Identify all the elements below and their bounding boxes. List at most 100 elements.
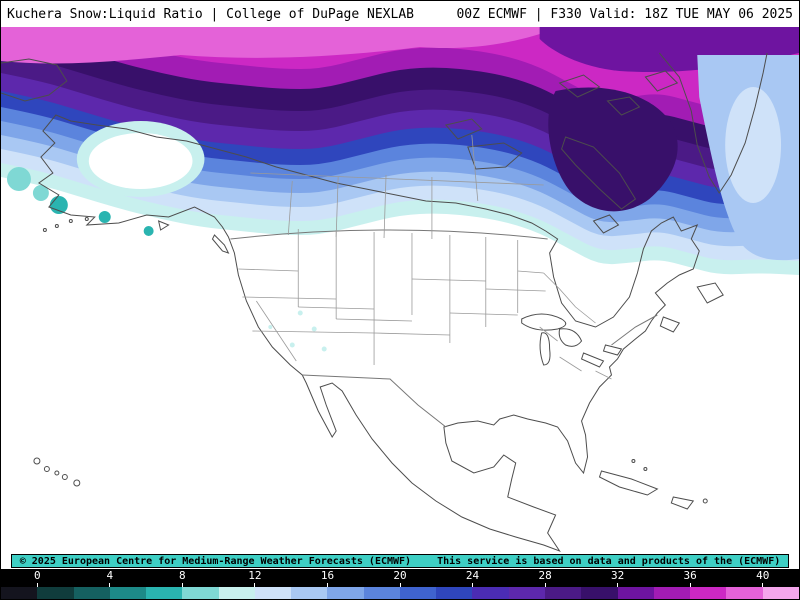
colorbar-segment	[73, 587, 110, 599]
colorbar-tick-label: 4	[106, 569, 114, 582]
lake-superior	[521, 313, 567, 331]
colorbar-tick-label: 0	[33, 569, 41, 582]
colorbar-tick-label: 28	[538, 569, 552, 582]
hispaniola	[670, 496, 695, 510]
colorbar-segment	[472, 587, 509, 599]
hawaii-island	[61, 474, 68, 480]
colorbar	[1, 587, 799, 599]
colorbar-tick-label: 36	[683, 569, 697, 582]
colorbar-tick-mark	[36, 583, 38, 587]
lake-huron	[558, 328, 583, 347]
baffin-island	[561, 136, 637, 210]
colorbar-segment	[218, 587, 255, 599]
copyright-text: © 2025 European Centre for Medium-Range …	[19, 555, 412, 567]
colorbar-segment	[109, 587, 147, 599]
greenland-core	[725, 87, 782, 203]
newfoundland	[696, 282, 724, 304]
hawaii-island	[33, 457, 41, 465]
devon-island	[606, 96, 641, 116]
colorbar-segment	[581, 587, 618, 599]
us-mexico-border	[302, 374, 447, 428]
colorbar-segment	[617, 587, 654, 599]
alaska-clear-interior	[88, 133, 193, 189]
country-borders	[230, 229, 658, 428]
st-lawrence-river	[611, 314, 658, 346]
map-title: Kuchera Snow:Liquid Ratio | College of D…	[7, 6, 414, 22]
chukotka-coast	[1, 58, 68, 102]
bahamas-island	[643, 467, 648, 471]
colorbar-tick-label: 16	[320, 569, 335, 582]
colorbar-tick-mark	[762, 583, 764, 587]
colorbar-tick-label: 8	[179, 569, 186, 582]
hawaii-island	[54, 470, 60, 476]
colorbar-segment	[436, 587, 473, 599]
aleutian-island	[54, 224, 59, 228]
lake-michigan	[539, 332, 551, 366]
pink-arctic-band	[1, 27, 560, 64]
hawaii-island	[73, 479, 81, 487]
map-area	[1, 27, 799, 553]
kodiak-island	[157, 220, 170, 231]
colorbar-tick-mark	[181, 583, 183, 587]
attribution-bar: © 2025 European Centre for Medium-Range …	[1, 553, 799, 569]
colorbar-tick-label: 12	[248, 569, 262, 582]
snow-ratio-shading	[1, 27, 799, 352]
colorbar-legend: 0 4 8 12 16 20 24 28 32 36 40	[1, 569, 799, 599]
colorbar-tick-mark	[544, 583, 546, 587]
colorbar-tick-mark	[326, 583, 328, 587]
lake-erie	[580, 352, 605, 368]
colorbar-segment	[254, 587, 292, 599]
southampton-island	[592, 214, 620, 234]
state-province-borders	[238, 134, 612, 380]
colorbar-segment	[182, 587, 219, 599]
colorbar-segment	[544, 587, 582, 599]
colorbar-segment	[291, 587, 328, 599]
colorbar-tick-label: 32	[611, 569, 625, 582]
great-lakes	[521, 313, 623, 368]
lake-ontario	[602, 344, 623, 356]
colorbar-segment	[726, 587, 763, 599]
aleutian-teal-patch	[49, 196, 68, 214]
colorbar-segment	[508, 587, 545, 599]
us-canada-border	[230, 229, 548, 240]
north-america-map	[1, 27, 799, 553]
aleutian-island	[84, 217, 89, 221]
aleutian-island	[68, 219, 73, 223]
colorbar-tick-mark	[109, 583, 111, 587]
colorbar-tick-mark	[472, 583, 474, 587]
puerto-rico	[702, 498, 708, 504]
colorbar-segment	[363, 587, 400, 599]
bering-cyan-patch	[32, 185, 49, 201]
colorbar-segment	[690, 587, 727, 599]
colorbar-tick-mark	[617, 583, 619, 587]
colorbar-segment	[762, 587, 799, 599]
colorbar-tick-label: 40	[756, 569, 770, 582]
greenland-coast	[658, 52, 768, 194]
colorbar-segment	[37, 587, 74, 599]
ellesmere-island	[558, 74, 601, 98]
aleutian-teal-patch	[143, 226, 154, 236]
colorbar-segment	[146, 587, 183, 599]
colorbar-tick-label: 20	[393, 569, 407, 582]
nova-scotia	[659, 316, 681, 333]
model-run-info: 00Z ECMWF | F330 Valid: 18Z TUE MAY 06 2…	[456, 6, 793, 22]
colorbar-tick-label: 24	[465, 569, 480, 582]
colorbar-segment	[1, 587, 38, 599]
service-notice-text: This service is based on data and produc…	[437, 555, 781, 567]
aleutian-teal-patch	[98, 211, 111, 223]
vancouver-island	[211, 234, 230, 254]
bering-cyan-patch	[6, 167, 31, 191]
colorbar-segment	[653, 587, 691, 599]
deep-purple-mass	[548, 87, 678, 212]
rockies-speckles	[268, 310, 327, 352]
header-bar: Kuchera Snow:Liquid Ratio | College of D…	[1, 1, 799, 27]
colorbar-segment	[399, 587, 437, 599]
cuba	[598, 470, 659, 496]
colorbar-tick-mark	[399, 583, 401, 587]
colorbar-tick-mark	[254, 583, 256, 587]
attribution-highlight: © 2025 European Centre for Medium-Range …	[10, 554, 790, 568]
banks-island	[444, 118, 483, 140]
colorbar-segment	[327, 587, 364, 599]
colorbar-tick-mark	[689, 583, 691, 587]
